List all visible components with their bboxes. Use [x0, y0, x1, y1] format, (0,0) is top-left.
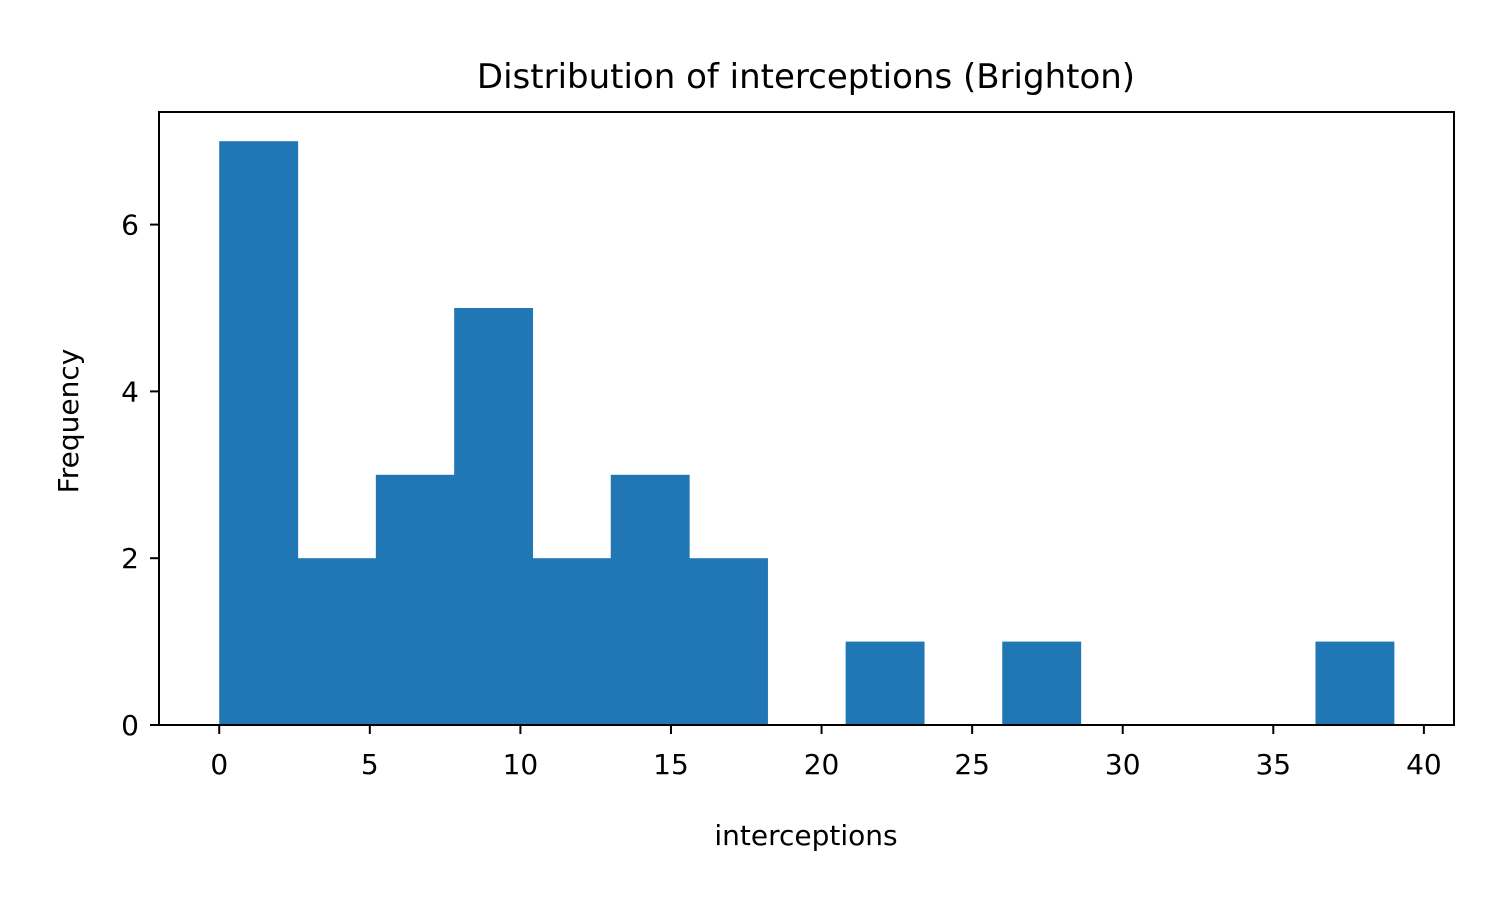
chart-title: Distribution of interceptions (Brighton): [477, 57, 1135, 97]
x-tick-label: 40: [1406, 748, 1442, 781]
histogram-bar: [1315, 641, 1395, 725]
bars-group: [219, 141, 1395, 725]
histogram-bar: [532, 558, 612, 725]
x-tick-label: 0: [210, 748, 228, 781]
y-tick-label: 6: [121, 209, 139, 242]
histogram-bar: [689, 558, 768, 725]
y-tick-label: 2: [121, 542, 139, 575]
axes-group: 0 5 10 15 20 25 30 35 40 0 2 4 6: [121, 111, 1455, 781]
histogram-bar: [610, 474, 690, 725]
x-axis-label: interceptions: [714, 819, 897, 852]
x-tick-label: 20: [804, 748, 840, 781]
histogram-bar: [219, 141, 299, 725]
histogram-bar: [454, 307, 534, 725]
x-tick-label: 10: [503, 748, 539, 781]
x-tick-label: 35: [1255, 748, 1291, 781]
x-tick-label: 5: [361, 748, 379, 781]
x-tick-label: 15: [653, 748, 689, 781]
y-tick-label: 4: [121, 375, 139, 408]
plot-frame: [158, 111, 1455, 726]
histogram-bar: [375, 474, 455, 725]
histogram-bar: [297, 558, 377, 725]
y-tick-label: 0: [121, 709, 139, 742]
histogram-bar: [845, 641, 925, 725]
x-tick-label: 30: [1105, 748, 1141, 781]
x-tick-label: 25: [954, 748, 990, 781]
histogram-bar: [1002, 641, 1082, 725]
y-axis-label: Frequency: [52, 349, 85, 494]
